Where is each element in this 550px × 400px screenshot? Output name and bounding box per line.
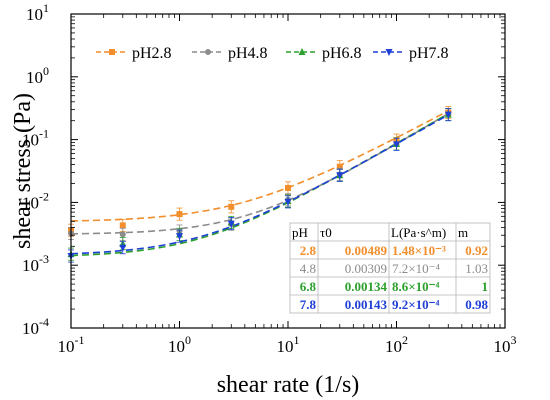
table-cell: 0.98 bbox=[465, 297, 488, 312]
fit-curves bbox=[70, 110, 449, 257]
point-pH2.8 bbox=[228, 203, 235, 210]
x-tick-label: 102 bbox=[385, 333, 408, 356]
point-pH7.8 bbox=[444, 111, 452, 119]
table-cell: 6.8 bbox=[300, 279, 317, 294]
x-tick-label: 103 bbox=[494, 333, 517, 356]
x-tick-label: 10-1 bbox=[58, 333, 85, 356]
legend-marker-pH6.8 bbox=[298, 48, 306, 55]
table-header: L(Pa·s^m) bbox=[391, 225, 446, 240]
y-tick-label: 10-1 bbox=[22, 127, 49, 150]
table-frame bbox=[289, 222, 491, 314]
legend-label-pH7.8: pH7.8 bbox=[409, 45, 449, 62]
point-pH4.8 bbox=[119, 231, 126, 238]
axis-ticks: 10-1 100 101 102 103 10-4 10-3 10-2 10-1 100 101 bbox=[22, 1, 517, 356]
y-tick-label: 10-3 bbox=[22, 252, 49, 275]
point-pH7.8 bbox=[119, 244, 127, 252]
table-header: pH bbox=[292, 225, 308, 240]
y-tick-label: 101 bbox=[26, 1, 49, 24]
table-cell: 0.92 bbox=[465, 243, 488, 258]
table-cell: 7.8 bbox=[300, 297, 317, 312]
point-pH2.8 bbox=[285, 184, 291, 191]
legend-label-pH2.8: pH2.8 bbox=[132, 45, 172, 62]
table-cell: 7.2×10⁻⁴ bbox=[392, 261, 440, 276]
table-cell: 2.8 bbox=[300, 243, 317, 258]
legend-label-pH4.8: pH4.8 bbox=[228, 45, 268, 62]
table-cell: 8.6×10⁻⁴ bbox=[392, 279, 440, 294]
point-pH7.8 bbox=[227, 220, 235, 228]
fit-curve-pH2.8 bbox=[70, 110, 449, 222]
table-cell: 1 bbox=[482, 279, 489, 294]
table-cell: 1.48×10⁻³ bbox=[392, 243, 446, 258]
fit-curve-pH7.8 bbox=[70, 114, 449, 255]
point-pH7.8 bbox=[336, 172, 344, 180]
y-tick-label: 10-2 bbox=[22, 189, 49, 212]
x-tick-label: 100 bbox=[168, 333, 191, 356]
table-header: τ0 bbox=[320, 225, 332, 240]
table-cell: 0.00309 bbox=[345, 261, 387, 276]
x-axis-title: shear rate (1/s) bbox=[217, 372, 360, 398]
point-pH2.8 bbox=[119, 222, 126, 229]
table-cell: 0.00143 bbox=[345, 297, 388, 312]
point-pH2.8 bbox=[176, 211, 183, 218]
table-cell: 0.00489 bbox=[345, 243, 388, 258]
table-cell: 4.8 bbox=[300, 261, 316, 276]
table-cell: 9.2×10⁻⁴ bbox=[392, 297, 440, 312]
legend-marker-pH7.8 bbox=[385, 49, 393, 56]
table-header: m bbox=[458, 225, 468, 240]
legend-marker-pH4.8 bbox=[205, 49, 211, 55]
legend-label-pH6.8: pH6.8 bbox=[322, 45, 362, 62]
point-pH7.8 bbox=[176, 233, 183, 241]
x-tick-label: 101 bbox=[277, 333, 300, 356]
y-tick-label: 10-4 bbox=[22, 315, 49, 338]
point-pH2.8 bbox=[336, 163, 343, 170]
legend: pH2.8 pH4.8 pH6.8 pH7.8 bbox=[96, 45, 449, 62]
point-pH7.8 bbox=[284, 198, 292, 206]
table-cell: 1.03 bbox=[465, 261, 488, 276]
point-pH7.8 bbox=[393, 141, 400, 149]
y-tick-label: 100 bbox=[26, 64, 49, 87]
fit-table: pH τ0 L(Pa·s^m) m 2.8 0.00489 1.48×10⁻³ 0.92 4.8… bbox=[289, 222, 491, 314]
legend-marker-pH2.8 bbox=[109, 49, 115, 55]
y-axis-title: shear stress (Pa) bbox=[10, 93, 36, 249]
table-cell: 0.00134 bbox=[345, 279, 388, 294]
